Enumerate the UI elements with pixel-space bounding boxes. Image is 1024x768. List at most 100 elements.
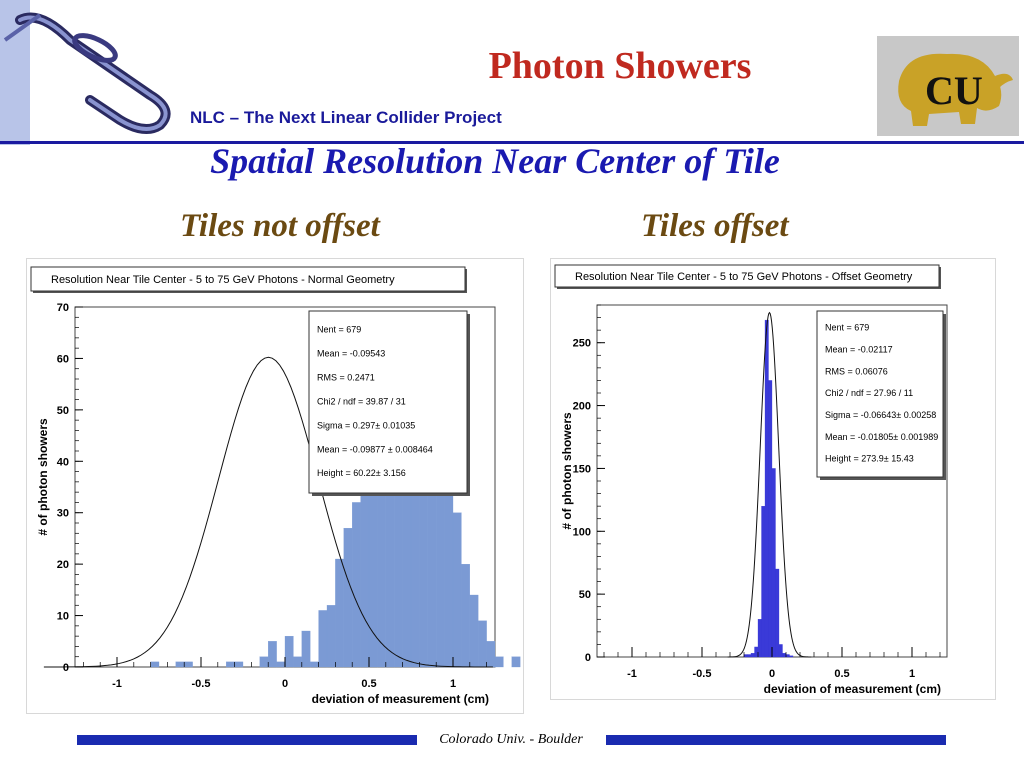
histogram-bar xyxy=(293,656,302,668)
histogram-bar xyxy=(175,661,185,668)
histogram-bar xyxy=(469,594,479,668)
page-title: Photon Showers xyxy=(488,45,752,87)
y-tick-label: 100 xyxy=(573,526,591,538)
histogram-bar xyxy=(360,486,370,668)
stats-line: Mean = -0.02117 xyxy=(825,345,893,355)
histogram-bar xyxy=(234,661,244,668)
stats-box xyxy=(816,310,944,478)
histogram-bar xyxy=(789,655,794,658)
histogram-offset-svg: Resolution Near Tile Center - 5 to 75 Ge… xyxy=(554,264,948,696)
cu-logo-text: CU xyxy=(925,68,983,113)
y-tick-label: 60 xyxy=(57,353,69,365)
histogram-bar xyxy=(276,661,286,668)
histogram-bar xyxy=(754,646,759,658)
stats-line: Chi2 / ndf = 27.96 / 11 xyxy=(825,388,913,398)
y-axis-label: # of photon showers xyxy=(36,418,50,536)
y-axis-label: # of photon showers xyxy=(560,412,574,530)
histogram-bar xyxy=(743,654,748,658)
histogram-bar xyxy=(461,563,470,668)
column-heading-not-offset: Tiles not offset xyxy=(180,208,380,244)
y-tick-label: 20 xyxy=(57,559,69,571)
histogram-normal-svg: Resolution Near Tile Center - 5 to 75 Ge… xyxy=(30,266,521,706)
histogram-bar xyxy=(326,605,336,668)
histogram-bar xyxy=(452,512,462,668)
y-tick-label: 70 xyxy=(57,302,69,314)
gaussian-fit-line xyxy=(43,356,493,668)
title-box xyxy=(30,266,466,292)
slide-heading: Spatial Resolution Near Center of Tile xyxy=(210,141,780,181)
x-tick-label: 0 xyxy=(282,678,288,690)
footer-bar-left xyxy=(77,735,417,745)
y-tick-label: 0 xyxy=(63,662,69,674)
histogram-bar xyxy=(782,653,787,658)
histogram-bar xyxy=(511,656,521,668)
histogram-bar xyxy=(775,568,780,658)
histogram-bar xyxy=(259,656,269,668)
stats-line: Height = 273.9± 15.43 xyxy=(825,454,914,464)
histogram-bar xyxy=(478,620,487,668)
stats-line: Mean = -0.01805± 0.001989 xyxy=(825,432,938,442)
x-tick-label: 0.5 xyxy=(361,678,376,690)
y-tick-label: 0 xyxy=(585,652,591,664)
histogram-bar xyxy=(268,641,277,668)
x-tick-label: -0.5 xyxy=(693,668,712,680)
histogram-bar xyxy=(310,661,319,668)
histogram-normal-geometry: Resolution Near Tile Center - 5 to 75 Ge… xyxy=(26,258,524,714)
stats-line: Sigma = 0.297± 0.01035 xyxy=(317,420,415,430)
x-tick-label: -1 xyxy=(627,668,637,680)
histogram-bar xyxy=(757,619,762,658)
x-tick-label: 0 xyxy=(769,668,775,680)
histogram-bar xyxy=(750,653,755,658)
y-tick-label: 30 xyxy=(57,508,69,520)
histogram-bar xyxy=(226,661,235,668)
histogram-bar xyxy=(352,502,361,668)
cu-buffalo-logo: CU xyxy=(877,36,1019,136)
histogram-bar xyxy=(150,661,160,668)
x-tick-label: -1 xyxy=(112,678,122,690)
y-tick-label: 10 xyxy=(57,611,69,623)
stats-box xyxy=(308,310,468,494)
x-tick-label: -0.5 xyxy=(192,678,211,690)
histogram-bar xyxy=(778,644,783,658)
histogram-bar xyxy=(486,641,496,668)
y-tick-label: 150 xyxy=(573,463,591,475)
chart-title: Resolution Near Tile Center - 5 to 75 Ge… xyxy=(575,271,913,283)
x-tick-label: 1 xyxy=(909,668,915,680)
y-tick-label: 250 xyxy=(573,338,591,350)
y-tick-label: 200 xyxy=(573,401,591,413)
stats-line: RMS = 0.06076 xyxy=(825,366,888,376)
x-axis-label: deviation of measurement (cm) xyxy=(764,682,941,696)
stats-line: Height = 60.22± 3.156 xyxy=(317,468,406,478)
histogram-offset-geometry: Resolution Near Tile Center - 5 to 75 Ge… xyxy=(550,258,996,700)
x-tick-label: 0.5 xyxy=(834,668,849,680)
column-heading-offset: Tiles offset xyxy=(641,208,789,244)
title-box xyxy=(554,264,940,288)
histogram-bar xyxy=(318,610,328,668)
stats-line: Sigma = -0.06643± 0.00258 xyxy=(825,410,936,420)
stats-line: Nent = 679 xyxy=(317,325,361,335)
y-tick-label: 50 xyxy=(579,589,591,601)
gaussian-fit-line xyxy=(727,311,812,658)
histogram-bar xyxy=(301,630,311,668)
histogram-bar xyxy=(771,468,776,658)
histogram-bar xyxy=(764,319,769,658)
footer-text: Colorado Univ. - Boulder xyxy=(439,732,583,747)
header-rule xyxy=(0,141,1024,144)
x-tick-label: 1 xyxy=(450,678,456,690)
histogram-bar xyxy=(747,654,752,658)
histogram-bar xyxy=(785,654,790,658)
stats-line: Chi2 / ndf = 39.87 / 31 xyxy=(317,396,406,406)
histogram-bar xyxy=(768,380,773,658)
y-tick-label: 50 xyxy=(57,405,69,417)
histogram-bar xyxy=(335,558,344,668)
project-subtitle: NLC – The Next Linear Collider Project xyxy=(190,108,502,127)
footer-bar-right xyxy=(606,735,946,745)
stats-line: Mean = -0.09543 xyxy=(317,349,385,359)
stats-line: Mean = -0.09877 ± 0.008464 xyxy=(317,444,433,454)
histogram-bar xyxy=(284,635,294,668)
histogram-bar xyxy=(494,656,504,668)
x-axis-label: deviation of measurement (cm) xyxy=(312,692,489,706)
stats-line: Nent = 679 xyxy=(825,323,869,333)
histogram-bar xyxy=(761,505,766,658)
y-tick-label: 40 xyxy=(57,456,69,468)
